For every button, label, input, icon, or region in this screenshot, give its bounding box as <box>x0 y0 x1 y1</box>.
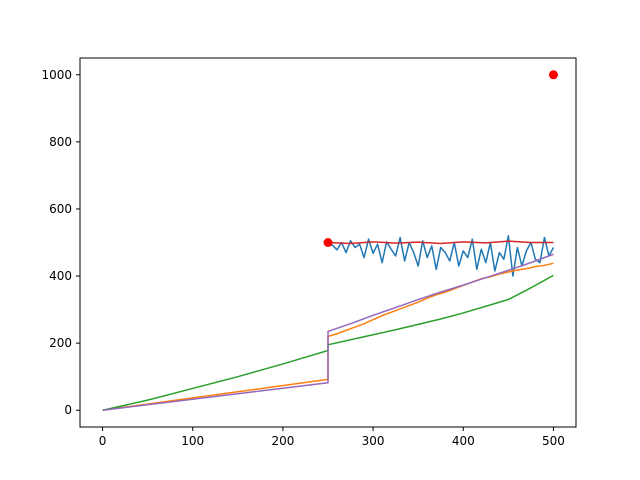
series-line-2 <box>102 262 554 411</box>
x-tick-label: 400 <box>452 434 475 448</box>
x-tick-label: 200 <box>271 434 294 448</box>
x-tick-label: 500 <box>542 434 565 448</box>
axes-frame <box>79 57 577 428</box>
y-tick-label: 400 <box>49 269 72 283</box>
y-tick-label: 800 <box>49 135 72 149</box>
series-line-5 <box>102 253 554 411</box>
x-axis: 0 100 200 300 400 500 <box>99 427 565 448</box>
x-tick-label: 100 <box>181 434 204 448</box>
x-tick-label: 0 <box>99 434 107 448</box>
points-layer <box>323 70 558 247</box>
series-line-3 <box>102 274 554 411</box>
y-tick-label: 1000 <box>41 68 72 82</box>
data-point <box>323 238 333 247</box>
y-tick-label: 600 <box>49 202 72 216</box>
y-tick-label: 200 <box>49 336 72 350</box>
x-tick-label: 300 <box>362 434 385 448</box>
data-point <box>548 70 558 80</box>
y-tick-label: 0 <box>64 403 72 417</box>
y-axis: 0 200 400 600 800 1000 <box>41 68 80 417</box>
series-layer <box>102 235 555 411</box>
series-line-1 <box>328 235 555 277</box>
series-line-4 <box>327 240 554 245</box>
